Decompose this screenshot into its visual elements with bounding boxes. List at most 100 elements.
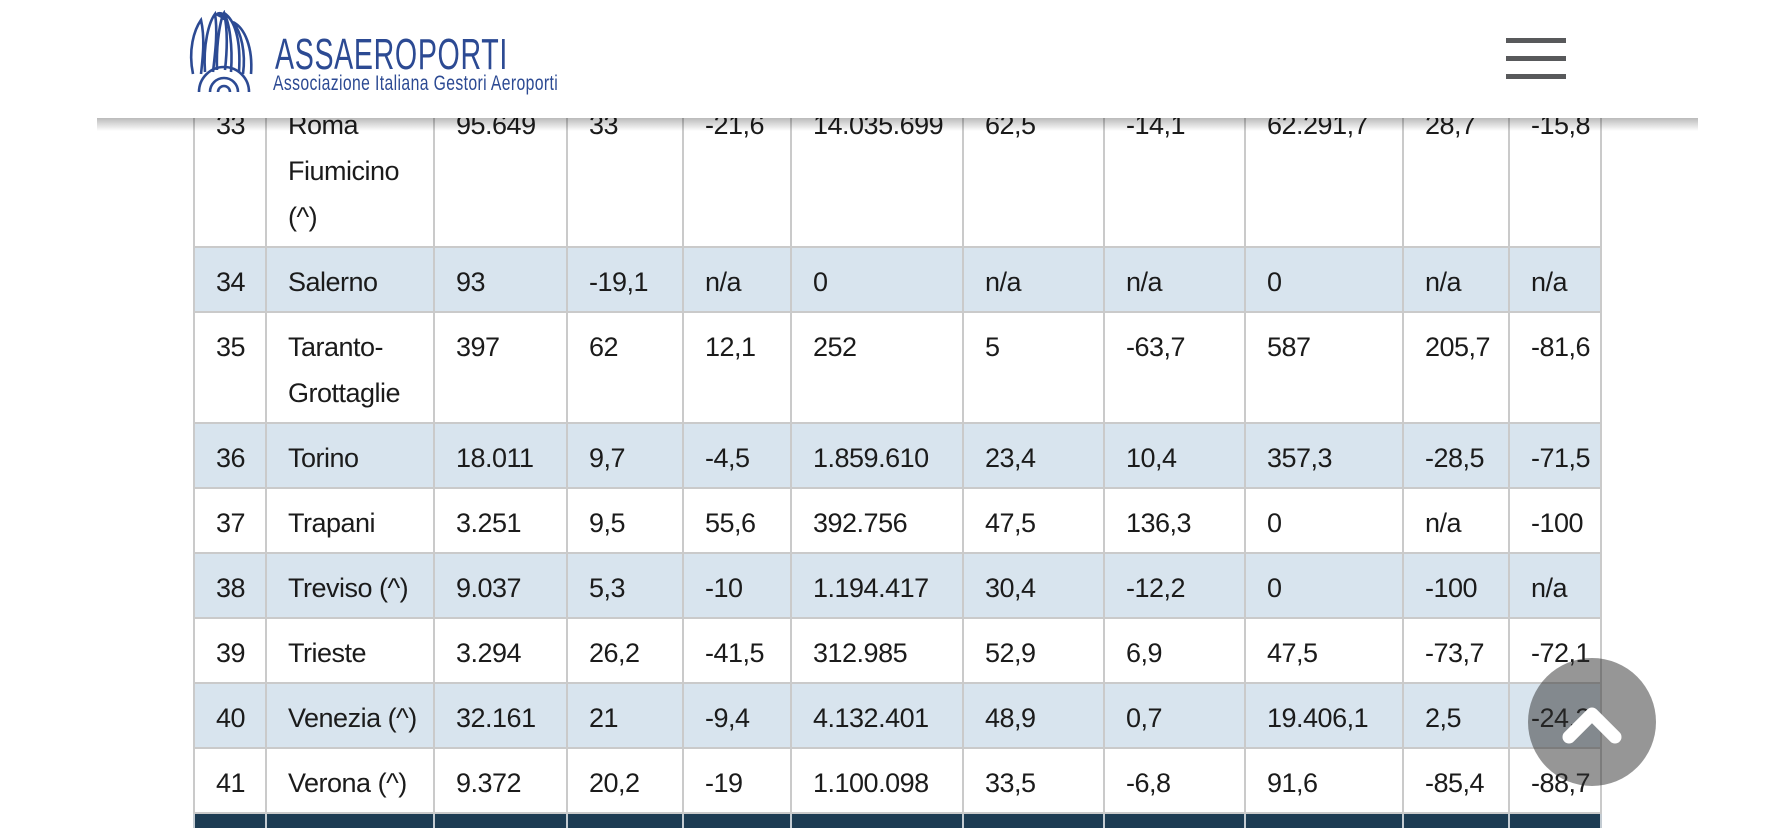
- value-cell: -81,6: [1508, 311, 1602, 424]
- totals-value-cell: 70.127.780: [790, 812, 964, 828]
- table-row: 36 Torino 18.011 9,7 -4,5 1.859.610 23,4 10,4 35…: [193, 422, 1602, 489]
- value-cell: 26,2: [566, 617, 684, 684]
- table-row: 41 Verona (^) 9.372 20,2 -19 1.100.098 33,5 -6,…: [193, 747, 1602, 814]
- value-cell: -28,5: [1402, 422, 1510, 489]
- logo-subtitle: Associazione Italiana Gestori Aeroporti: [273, 72, 559, 95]
- value-cell: 4.132.401: [790, 682, 964, 749]
- value-cell: 6,9: [1103, 617, 1246, 684]
- hamburger-icon: [1506, 38, 1566, 43]
- totals-value-cell: -0,8: [1103, 812, 1246, 828]
- totals-value-cell: 429.157,4: [1244, 812, 1404, 828]
- value-cell: 1.859.610: [790, 422, 964, 489]
- value-cell: -12,2: [1103, 552, 1246, 619]
- value-cell: 0: [1244, 487, 1404, 554]
- airport-name-cell: Verona (^): [265, 747, 435, 814]
- table-row: 37 Trapani 3.251 9,5 55,6 392.756 47,5 136,3 0 n/…: [193, 487, 1602, 554]
- value-cell: n/a: [1508, 246, 1602, 313]
- value-cell: 19.406,1: [1244, 682, 1404, 749]
- value-cell: 47,5: [1244, 617, 1404, 684]
- value-cell: -9,4: [682, 682, 792, 749]
- header-shadow: [97, 118, 1698, 131]
- value-cell: 32.161: [433, 682, 568, 749]
- table-row: 38 Treviso (^) 9.037 5,3 -10 1.194.417 30,4 -12…: [193, 552, 1602, 619]
- value-cell: -100: [1508, 487, 1602, 554]
- table-row: 35 Taranto- Grottaglie 397 62 12,1 252 5 -63,7 5…: [193, 311, 1602, 424]
- hamburger-icon: [1506, 74, 1566, 79]
- value-cell: 392.756: [790, 487, 964, 554]
- value-cell: 18.011: [433, 422, 568, 489]
- value-cell: 0: [790, 246, 964, 313]
- airport-name-cell: Trieste: [265, 617, 435, 684]
- row-number-cell: 38: [193, 552, 267, 619]
- assaeroporti-logo-link[interactable]: ASSAEROPORTI Associazione Italiana Gesto…: [183, 8, 603, 108]
- assaeroporti-eagle-icon: [189, 10, 253, 93]
- value-cell: n/a: [1508, 552, 1602, 619]
- value-cell: 10,4: [1103, 422, 1246, 489]
- value-cell: 9,5: [566, 487, 684, 554]
- table-zone: 33Roma Fiumicino (^)95.64933-21,614.035.…: [193, 89, 1602, 828]
- row-number-cell: 39: [193, 617, 267, 684]
- site-header: ASSAEROPORTI Associazione Italiana Gesto…: [0, 0, 1792, 118]
- airport-name-cell: Treviso (^): [265, 552, 435, 619]
- totals-value-cell: 35,2: [962, 812, 1105, 828]
- airport-name-cell: Salerno: [265, 246, 435, 313]
- chevron-up-icon: [1562, 707, 1622, 744]
- value-cell: 5,3: [566, 552, 684, 619]
- value-cell: 9,7: [566, 422, 684, 489]
- totals-value-cell: -6: [1402, 812, 1510, 828]
- value-cell: -73,7: [1402, 617, 1510, 684]
- value-cell: 20,2: [566, 747, 684, 814]
- value-cell: 357,3: [1244, 422, 1404, 489]
- totals-row: TOTALI579.98612,7-670.127.78035,2-0,8429…: [193, 812, 1602, 828]
- row-number-cell: 35: [193, 311, 267, 424]
- airport-name-cell: Torino: [265, 422, 435, 489]
- hamburger-menu-button[interactable]: [1506, 36, 1566, 81]
- value-cell: 93: [433, 246, 568, 313]
- value-cell: n/a: [962, 246, 1105, 313]
- airport-name-cell: Taranto- Grottaglie: [265, 311, 435, 424]
- value-cell: 23,4: [962, 422, 1105, 489]
- value-cell: 0: [1244, 552, 1404, 619]
- value-cell: 12,1: [682, 311, 792, 424]
- value-cell: -19: [682, 747, 792, 814]
- totals-value-cell: -2,7: [1508, 812, 1602, 828]
- value-cell: 0: [1244, 246, 1404, 313]
- value-cell: 2,5: [1402, 682, 1510, 749]
- value-cell: n/a: [1402, 487, 1510, 554]
- value-cell: 9.037: [433, 552, 568, 619]
- value-cell: 91,6: [1244, 747, 1404, 814]
- value-cell: 1.100.098: [790, 747, 964, 814]
- value-cell: 30,4: [962, 552, 1105, 619]
- value-cell: 312.985: [790, 617, 964, 684]
- value-cell: 205,7: [1402, 311, 1510, 424]
- totals-label-cell: TOTALI: [265, 812, 435, 828]
- value-cell: 52,9: [962, 617, 1105, 684]
- hamburger-icon: [1506, 56, 1566, 61]
- table-row: 39 Trieste 3.294 26,2 -41,5 312.985 52,9 6,9 47,…: [193, 617, 1602, 684]
- row-number-cell: 41: [193, 747, 267, 814]
- value-cell: -6,8: [1103, 747, 1246, 814]
- airport-name-cell: Trapani: [265, 487, 435, 554]
- scroll-to-top-button[interactable]: [1528, 658, 1656, 786]
- table-row: 40 Venezia (^) 32.161 21 -9,4 4.132.401 48,9 0,…: [193, 682, 1602, 749]
- value-cell: 33,5: [962, 747, 1105, 814]
- value-cell: -100: [1402, 552, 1510, 619]
- table-row: 34 Salerno 93 -19,1 n/a 0 n/a n/a 0 n/a n/a: [193, 246, 1602, 313]
- row-number-cell: 37: [193, 487, 267, 554]
- logo-title: ASSAEROPORTI: [275, 30, 508, 79]
- value-cell: 55,6: [682, 487, 792, 554]
- totals-value-cell: 12,7: [566, 812, 684, 828]
- totals-value-cell: 579.986: [433, 812, 568, 828]
- airport-name-cell: Venezia (^): [265, 682, 435, 749]
- value-cell: 47,5: [962, 487, 1105, 554]
- airports-table-body: 33Roma Fiumicino (^)95.64933-21,614.035.…: [193, 89, 1602, 828]
- value-cell: 136,3: [1103, 487, 1246, 554]
- value-cell: -19,1: [566, 246, 684, 313]
- totals-value-cell: -6: [682, 812, 792, 828]
- value-cell: -4,5: [682, 422, 792, 489]
- value-cell: 0,7: [1103, 682, 1246, 749]
- value-cell: -10: [682, 552, 792, 619]
- airports-table: 33Roma Fiumicino (^)95.64933-21,614.035.…: [193, 89, 1602, 828]
- value-cell: 48,9: [962, 682, 1105, 749]
